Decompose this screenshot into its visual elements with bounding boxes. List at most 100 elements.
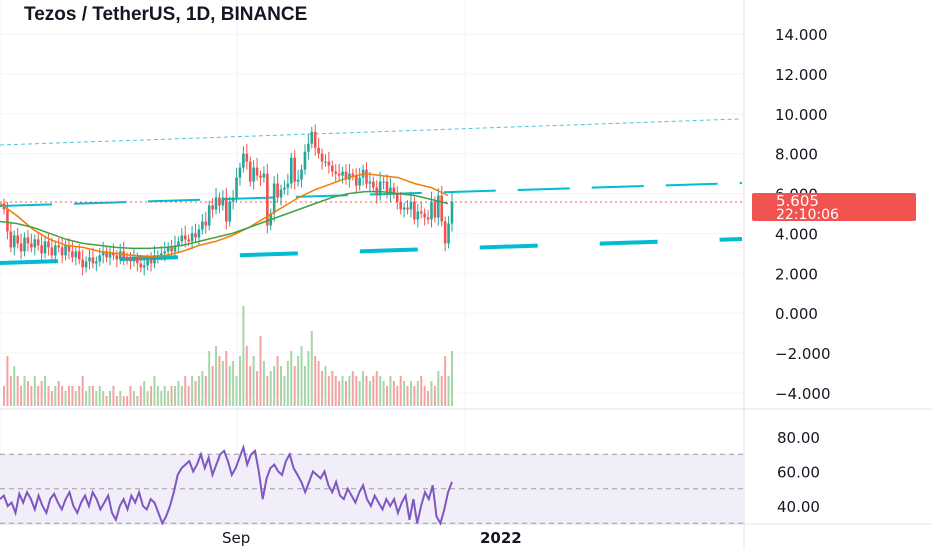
price-tick-label: 12.000	[775, 66, 828, 84]
volume-bar	[427, 391, 430, 406]
candle-body	[125, 257, 129, 260]
volume-bar	[143, 381, 146, 406]
candle-body	[115, 255, 119, 260]
candle-body	[259, 175, 262, 178]
volume-bar	[109, 391, 112, 406]
volume-bar	[362, 371, 365, 406]
candle-body	[423, 213, 426, 218]
rsi-tick-label: 80.00	[777, 429, 820, 447]
price-tick-label: −2.000	[775, 345, 831, 363]
candle-body	[279, 189, 283, 198]
candle-body	[266, 173, 269, 226]
volume-bar	[406, 386, 409, 406]
volume-bar	[16, 376, 19, 406]
candle-body	[101, 251, 105, 256]
volume-bar	[191, 376, 194, 406]
candle-body	[177, 241, 180, 246]
volume-bar	[252, 356, 255, 406]
candle-body	[231, 197, 235, 202]
candle-body	[81, 259, 84, 268]
candle-body	[146, 259, 149, 266]
volume-bar	[44, 376, 47, 406]
volume-bar	[50, 391, 53, 406]
volume-bar	[180, 386, 183, 406]
candle-body	[303, 151, 307, 170]
volume-bar	[259, 336, 262, 406]
candle-body	[324, 161, 327, 163]
candle-body	[64, 245, 67, 256]
candle-body	[105, 251, 108, 258]
candle-body	[71, 251, 74, 258]
volume-bar	[91, 386, 94, 406]
candle-body	[19, 243, 23, 252]
volume-bar	[194, 381, 197, 406]
candle-body	[180, 235, 184, 242]
candle-body	[447, 223, 450, 244]
upper-trend-line[interactable]	[0, 118, 741, 146]
candle-body	[378, 181, 382, 196]
candle-body	[331, 165, 334, 172]
volume-bar	[372, 376, 375, 406]
candle-body	[443, 221, 447, 244]
volume-bar	[197, 376, 200, 406]
volume-bar	[365, 376, 368, 406]
candle-body	[136, 257, 139, 264]
candle-body	[450, 201, 454, 224]
candle-body	[112, 253, 115, 256]
volume-bar	[283, 376, 286, 406]
volume-bar	[286, 361, 289, 406]
volume-bar	[355, 376, 358, 406]
candle-body	[242, 153, 245, 168]
candle-body	[358, 177, 361, 186]
volume-bar	[221, 361, 224, 406]
volume-bar	[300, 346, 303, 406]
candle-body	[341, 171, 344, 176]
candle-body	[351, 173, 355, 176]
volume-bar	[409, 381, 412, 406]
candle-body	[272, 183, 276, 214]
volume-bar	[290, 351, 293, 406]
candle-body	[395, 193, 399, 202]
candle-body	[437, 195, 440, 218]
time-tick-label: 2022	[480, 529, 522, 547]
lower-trend-line[interactable]	[0, 237, 743, 265]
time-axis: Sep 2022	[222, 529, 522, 547]
candle-body	[337, 173, 341, 176]
candle-body	[43, 241, 47, 254]
rsi-tick-label: 60.00	[777, 464, 820, 482]
candle-body	[310, 131, 314, 144]
volume-bar	[351, 371, 354, 406]
candle-body	[389, 187, 392, 194]
candle-body	[77, 251, 81, 260]
price-tag-background	[752, 193, 916, 221]
candle-body	[300, 169, 303, 180]
volume-bar	[105, 396, 108, 406]
candle-body	[36, 239, 40, 246]
price-tick-label: 14.000	[775, 26, 828, 44]
candle-body	[313, 131, 317, 148]
candle-body	[440, 195, 444, 222]
candle-body	[365, 169, 368, 184]
volume-bar	[6, 356, 9, 406]
volume-bar	[208, 351, 211, 406]
candle-body	[385, 181, 389, 194]
price-tick-label: 2.000	[775, 265, 818, 283]
volume-bar	[122, 396, 125, 406]
candle-body	[6, 209, 9, 232]
volume-bar	[9, 376, 12, 406]
volume-bar	[297, 356, 300, 406]
volume-bar	[242, 306, 245, 406]
price-tick-label: −4.000	[775, 385, 831, 403]
candle-body	[248, 161, 252, 182]
volume-bar	[160, 391, 163, 406]
moving-average-line	[0, 190, 449, 250]
candle-body	[98, 255, 102, 262]
candle-body	[50, 247, 54, 256]
candle-body	[170, 247, 173, 252]
volume-bar	[403, 381, 406, 406]
chart-title: Tezos / TetherUS, 1D, BINANCE	[24, 4, 308, 25]
volume-bar	[451, 351, 453, 406]
middle-trend-line[interactable]	[0, 182, 743, 207]
candle-body	[163, 251, 167, 254]
